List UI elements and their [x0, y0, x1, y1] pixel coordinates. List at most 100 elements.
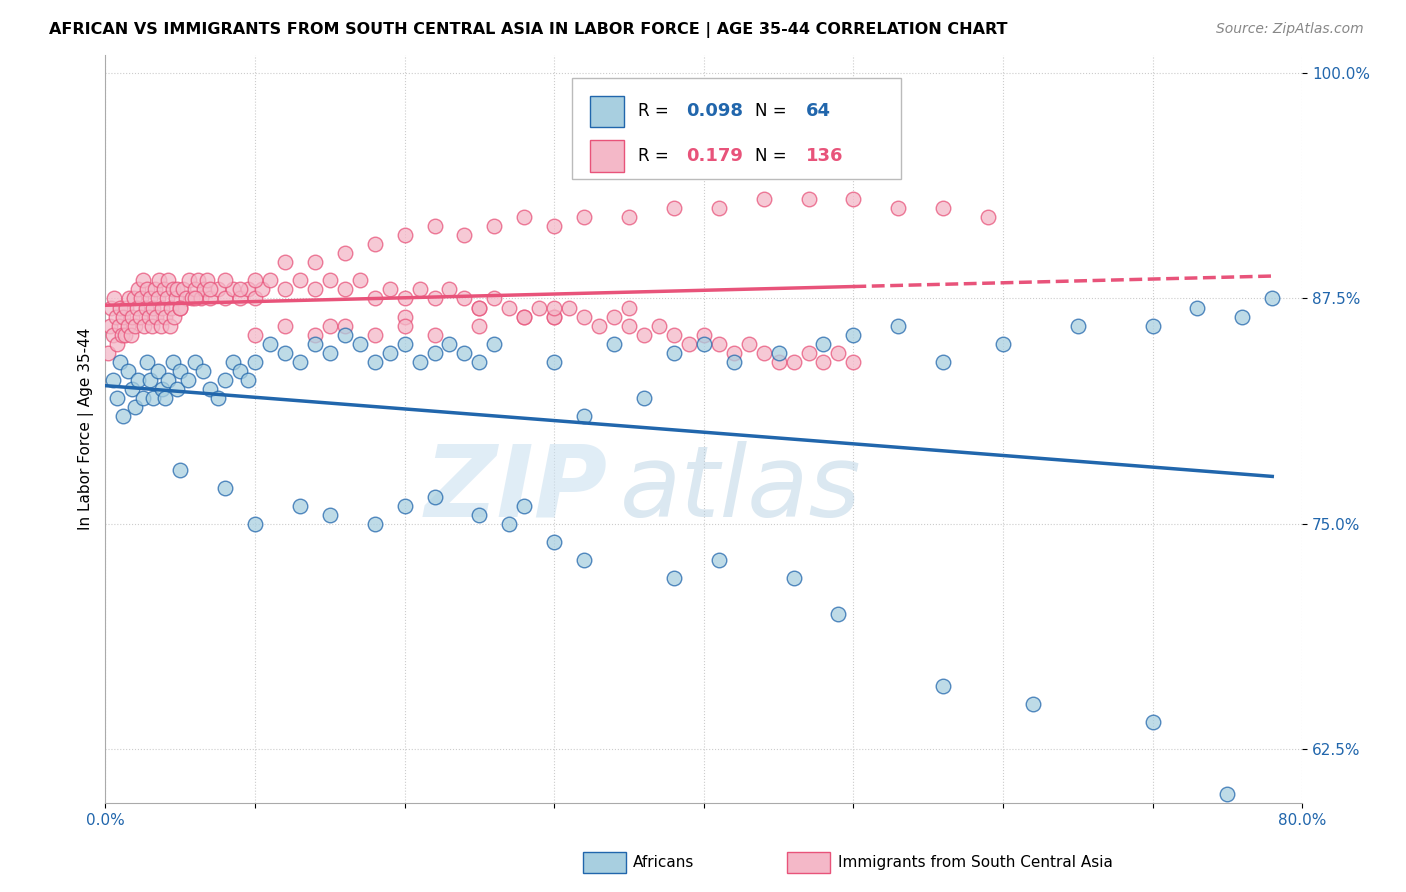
- Point: [243, 273, 266, 287]
- Point: [707, 553, 730, 567]
- Point: [214, 373, 236, 387]
- Point: [768, 354, 790, 368]
- Point: [115, 301, 138, 315]
- Point: [394, 292, 416, 306]
- Point: [150, 301, 173, 315]
- Point: [121, 310, 143, 324]
- Point: [169, 301, 191, 315]
- Point: [150, 382, 173, 396]
- Point: [112, 409, 135, 423]
- Point: [529, 301, 551, 315]
- Point: [176, 373, 198, 387]
- Point: [174, 292, 197, 306]
- Point: [333, 246, 356, 260]
- Point: [125, 301, 148, 315]
- Point: [229, 292, 252, 306]
- Point: [408, 283, 430, 297]
- Point: [543, 310, 565, 324]
- Point: [617, 301, 640, 315]
- Point: [169, 463, 191, 477]
- Point: [408, 354, 430, 368]
- Point: [842, 354, 865, 368]
- Point: [243, 516, 266, 531]
- Point: [378, 283, 401, 297]
- Point: [207, 391, 229, 405]
- Point: [139, 373, 162, 387]
- Point: [138, 310, 160, 324]
- Point: [633, 391, 655, 405]
- Point: [103, 292, 125, 306]
- Point: [752, 345, 775, 359]
- Point: [1022, 697, 1045, 711]
- Point: [394, 310, 416, 324]
- Point: [243, 354, 266, 368]
- Point: [394, 228, 416, 243]
- Point: [617, 318, 640, 333]
- Point: [214, 481, 236, 495]
- Point: [159, 318, 181, 333]
- Point: [363, 292, 385, 306]
- Text: ZIP: ZIP: [425, 441, 607, 538]
- Point: [259, 273, 281, 287]
- Point: [723, 345, 745, 359]
- Point: [304, 336, 326, 351]
- Point: [259, 336, 281, 351]
- Point: [198, 382, 221, 396]
- Point: [157, 273, 180, 287]
- Point: [157, 373, 180, 387]
- Point: [132, 273, 155, 287]
- Point: [142, 301, 165, 315]
- Point: [100, 301, 122, 315]
- Point: [768, 345, 790, 359]
- Text: 136: 136: [806, 147, 844, 165]
- Point: [229, 363, 252, 377]
- Point: [468, 508, 491, 522]
- Point: [394, 499, 416, 513]
- Point: [513, 499, 536, 513]
- Point: [274, 345, 297, 359]
- Point: [498, 301, 520, 315]
- Point: [588, 318, 610, 333]
- FancyBboxPatch shape: [591, 140, 624, 172]
- Point: [394, 336, 416, 351]
- Point: [243, 292, 266, 306]
- Point: [145, 310, 167, 324]
- Point: [304, 327, 326, 342]
- Point: [319, 273, 342, 287]
- Point: [118, 292, 141, 306]
- Point: [693, 336, 716, 351]
- Point: [827, 607, 849, 621]
- Point: [110, 354, 132, 368]
- Point: [498, 516, 520, 531]
- Point: [152, 283, 174, 297]
- Point: [423, 345, 446, 359]
- Point: [468, 301, 491, 315]
- Point: [349, 273, 371, 287]
- Point: [543, 354, 565, 368]
- Point: [136, 354, 159, 368]
- Point: [468, 301, 491, 315]
- Point: [378, 345, 401, 359]
- Point: [214, 292, 236, 306]
- Point: [707, 336, 730, 351]
- Point: [572, 211, 595, 225]
- Point: [394, 318, 416, 333]
- Point: [117, 318, 139, 333]
- Point: [543, 219, 565, 234]
- Point: [319, 345, 342, 359]
- Point: [155, 391, 177, 405]
- Point: [484, 219, 506, 234]
- Point: [122, 292, 145, 306]
- Point: [179, 273, 201, 287]
- Point: [149, 318, 172, 333]
- Point: [363, 354, 385, 368]
- Point: [143, 283, 166, 297]
- Point: [146, 363, 169, 377]
- Point: [121, 382, 143, 396]
- Point: [162, 283, 184, 297]
- Point: [932, 354, 955, 368]
- Point: [797, 192, 820, 206]
- Point: [693, 327, 716, 342]
- Point: [156, 292, 179, 306]
- Point: [304, 255, 326, 269]
